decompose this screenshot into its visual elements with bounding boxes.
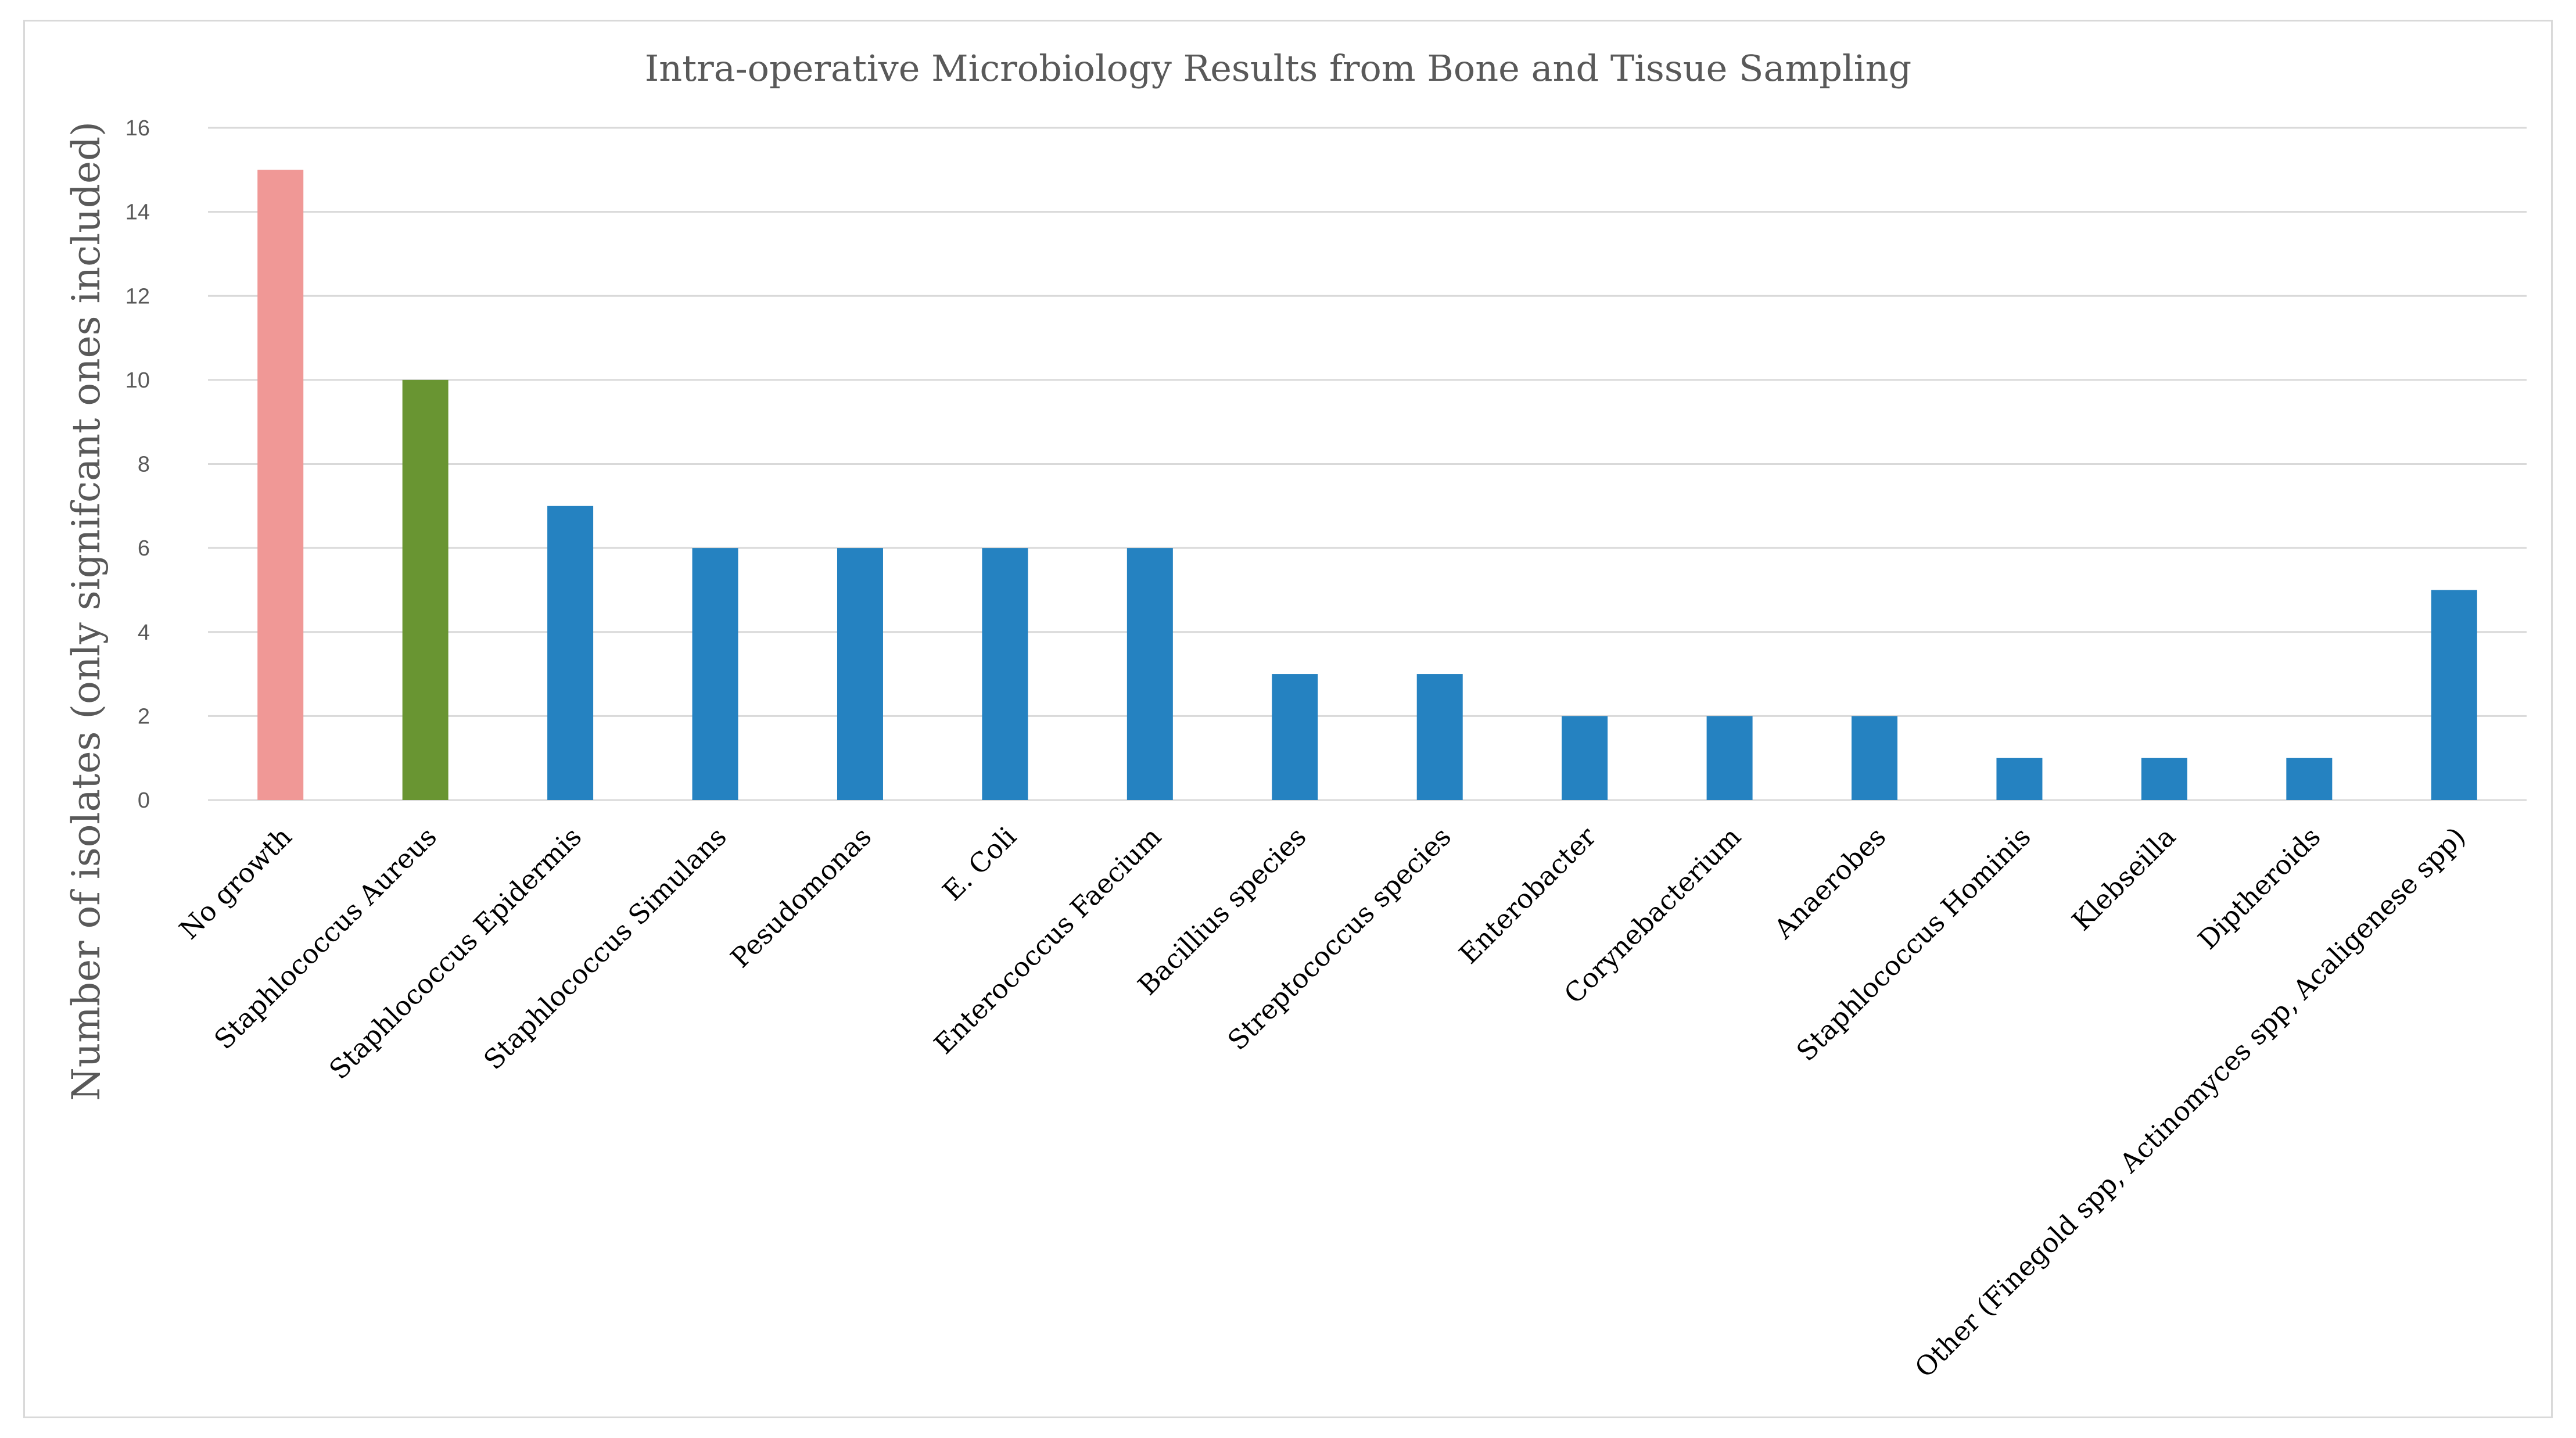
bar: [1852, 716, 1898, 800]
bar: [1706, 716, 1753, 800]
y-tick-label: 10: [125, 368, 150, 393]
x-tick-label: Staphlococcus Simulans: [478, 821, 733, 1076]
chart-title: Intra-operative Microbiology Results fro…: [645, 47, 1911, 89]
bar: [2141, 758, 2187, 800]
y-tick-label: 12: [125, 284, 150, 309]
chart-frame: Intra-operative Microbiology Results fro…: [23, 20, 2553, 1418]
x-tick-label: Other (Finegold spp, Actinomyces spp, Ac…: [1908, 821, 2471, 1384]
bar: [1126, 548, 1173, 800]
bar: [1562, 716, 1608, 800]
y-tick-label: 16: [125, 116, 150, 141]
bar: [1996, 758, 2043, 800]
y-tick-label: 4: [138, 621, 150, 645]
y-axis-label: Number of isolates (only signifcant ones…: [64, 121, 109, 1101]
x-tick-label: Klebseilla: [2066, 821, 2182, 937]
x-tick-label: Staphlococcus Hominis: [1791, 821, 2037, 1067]
gridlines: [208, 127, 2527, 801]
x-tick-label: Pesudomonas: [724, 821, 877, 974]
bar: [1416, 674, 1463, 800]
bar: [2286, 758, 2333, 800]
bar: [402, 379, 449, 800]
bar: [692, 548, 738, 800]
y-tick-label: 14: [125, 200, 150, 225]
x-tick-label: E. Coli: [937, 821, 1022, 907]
x-tick-label: Anaerobes: [1767, 821, 1892, 945]
bar: [257, 170, 304, 800]
bars: [257, 170, 2477, 800]
x-tick-label: Diptheroids: [2192, 821, 2327, 956]
bar-chart: Intra-operative Microbiology Results fro…: [64, 47, 2527, 1384]
x-tick-label: Staphlococcus Epidermis: [323, 821, 587, 1085]
y-tick-label: 0: [138, 788, 150, 813]
bar: [1272, 674, 1318, 800]
x-tick-label: Enterobacter: [1453, 821, 1602, 970]
x-tick-label: No growth: [173, 821, 297, 945]
y-axis-ticks: 0 2 4 6 8 10 12 14 16: [125, 116, 150, 813]
y-tick-label: 2: [138, 704, 150, 729]
y-tick-label: 8: [138, 453, 150, 477]
y-tick-label: 6: [138, 536, 150, 561]
bar: [2431, 590, 2477, 800]
bar: [547, 505, 594, 800]
bar: [837, 548, 883, 800]
bar: [982, 548, 1028, 800]
